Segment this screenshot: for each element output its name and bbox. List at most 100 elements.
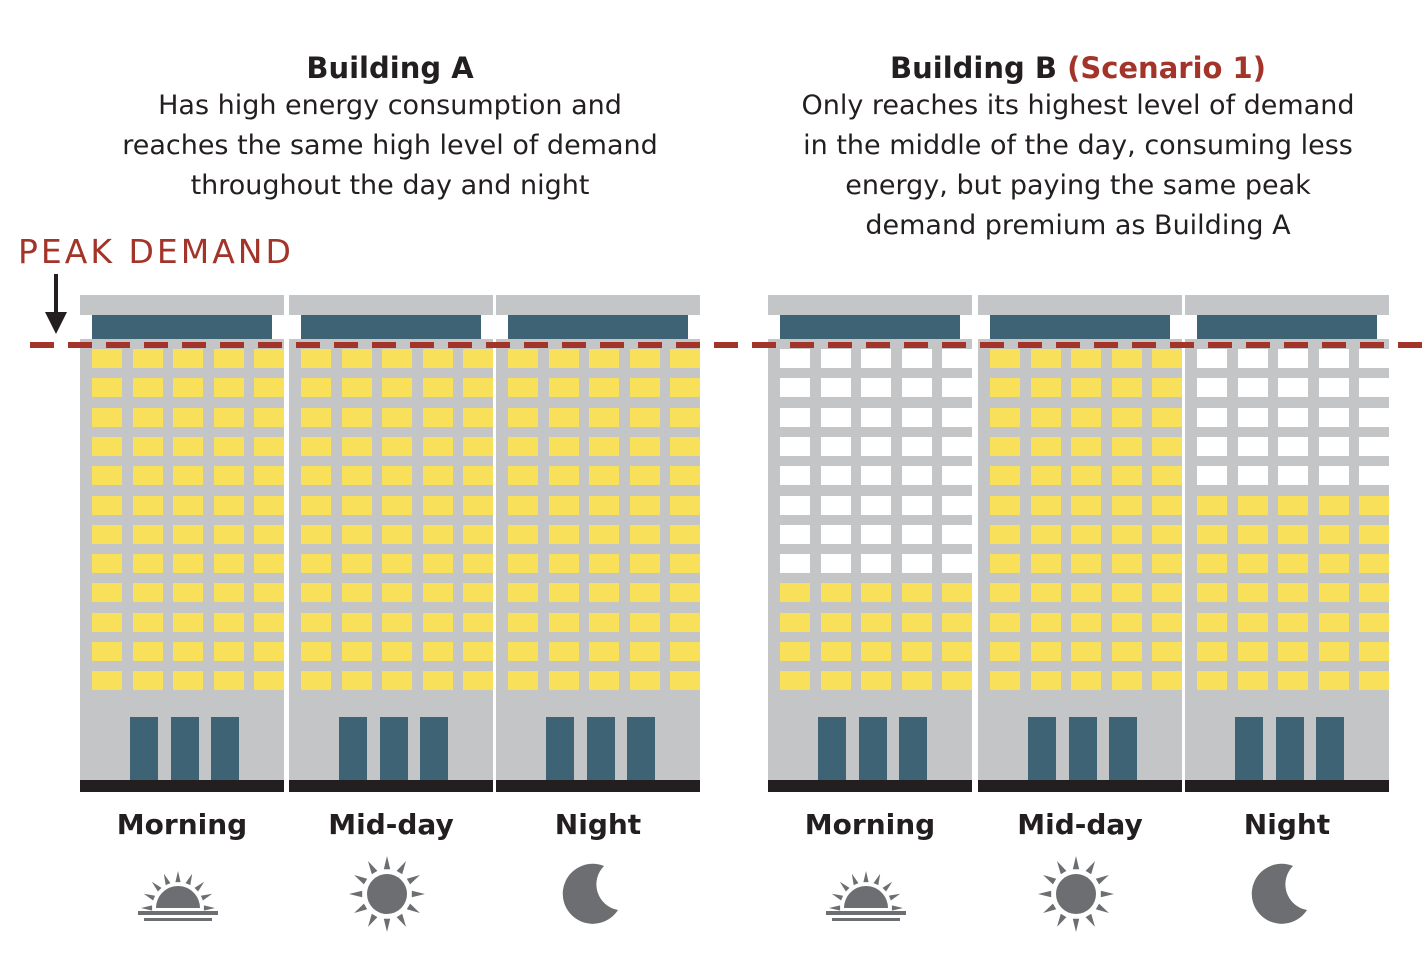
lit-window: [133, 496, 163, 515]
lit-window: [1238, 613, 1268, 632]
lit-window: [1197, 583, 1227, 602]
lit-window: [670, 408, 700, 427]
group-b-desc-line-1: Only reaches its highest level of demand: [801, 90, 1355, 121]
lit-window: [549, 554, 579, 573]
lit-window: [508, 671, 538, 690]
group-a-desc-line-2: reaches the same high level of demand: [122, 130, 658, 161]
building-roof: [978, 295, 1182, 315]
unlit-window: [1359, 349, 1389, 368]
lit-window: [214, 583, 244, 602]
unlit-window: [1238, 378, 1268, 397]
lit-window: [549, 613, 579, 632]
lit-window: [1359, 583, 1389, 602]
lit-window: [1152, 408, 1182, 427]
lit-window: [1278, 642, 1308, 661]
building-roof: [496, 295, 700, 315]
lit-window: [463, 437, 493, 456]
lit-window: [589, 466, 619, 485]
door: [859, 717, 887, 781]
lit-window: [1238, 554, 1268, 573]
lit-window: [1031, 642, 1061, 661]
lit-window: [382, 496, 412, 515]
lit-window: [990, 642, 1020, 661]
lit-window: [301, 642, 331, 661]
unlit-window: [1238, 466, 1268, 485]
time-label-night: Night: [554, 808, 642, 841]
lit-window: [1031, 554, 1061, 573]
lit-window: [630, 525, 660, 544]
lit-window: [463, 642, 493, 661]
group-b-scenario: (Scenario 1): [1067, 51, 1266, 85]
building-cap: [1197, 315, 1377, 339]
lit-window: [382, 671, 412, 690]
lit-window: [1071, 466, 1101, 485]
lit-window: [821, 583, 851, 602]
lit-window: [549, 496, 579, 515]
lit-window: [861, 613, 891, 632]
door: [1235, 717, 1263, 781]
lit-window: [1112, 408, 1142, 427]
lit-window: [1031, 378, 1061, 397]
lit-window: [92, 349, 122, 368]
lit-window: [1112, 349, 1142, 368]
unlit-window: [1197, 466, 1227, 485]
lit-window: [173, 554, 203, 573]
building-a-morning: [80, 295, 284, 797]
lit-window: [670, 642, 700, 661]
lit-window: [423, 349, 453, 368]
lit-window: [990, 349, 1020, 368]
lit-window: [133, 554, 163, 573]
lit-window: [549, 466, 579, 485]
lit-window: [301, 378, 331, 397]
unlit-window: [902, 466, 932, 485]
lit-window: [508, 583, 538, 602]
building-base: [768, 780, 972, 792]
lit-window: [589, 642, 619, 661]
lit-window: [990, 613, 1020, 632]
unlit-window: [942, 378, 972, 397]
door: [339, 717, 367, 781]
lit-window: [382, 642, 412, 661]
lit-window: [1152, 496, 1182, 515]
lit-window: [670, 466, 700, 485]
lit-window: [942, 583, 972, 602]
unlit-window: [1319, 378, 1349, 397]
lit-window: [382, 613, 412, 632]
lit-window: [463, 408, 493, 427]
lit-window: [1031, 525, 1061, 544]
lit-window: [670, 525, 700, 544]
lit-window: [630, 496, 660, 515]
lit-window: [630, 349, 660, 368]
lit-window: [990, 378, 1020, 397]
lit-window: [1238, 496, 1268, 515]
lit-window: [821, 642, 851, 661]
lit-window: [1319, 525, 1349, 544]
lit-window: [463, 613, 493, 632]
lit-window: [254, 583, 284, 602]
lit-window: [902, 671, 932, 690]
lit-window: [1359, 525, 1389, 544]
building-a-mid-day: [289, 295, 493, 797]
lit-window: [463, 525, 493, 544]
unlit-window: [1238, 437, 1268, 456]
building-roof: [768, 295, 972, 315]
lit-window: [382, 583, 412, 602]
lit-window: [1359, 671, 1389, 690]
lit-window: [508, 349, 538, 368]
lit-window: [214, 642, 244, 661]
lit-window: [508, 466, 538, 485]
lit-window: [508, 496, 538, 515]
lit-window: [549, 408, 579, 427]
lit-window: [173, 583, 203, 602]
lit-window: [1278, 583, 1308, 602]
time-label-night: Night: [1243, 808, 1331, 841]
lit-window: [254, 496, 284, 515]
unlit-window: [821, 349, 851, 368]
unlit-window: [942, 349, 972, 368]
group-a-description: Has high energy consumption and reaches …: [80, 86, 700, 206]
group-a-desc-line-3: throughout the day and night: [190, 170, 590, 201]
lit-window: [1238, 671, 1268, 690]
unlit-window: [861, 554, 891, 573]
time-label-morning: Morning: [804, 808, 936, 841]
lit-window: [382, 378, 412, 397]
